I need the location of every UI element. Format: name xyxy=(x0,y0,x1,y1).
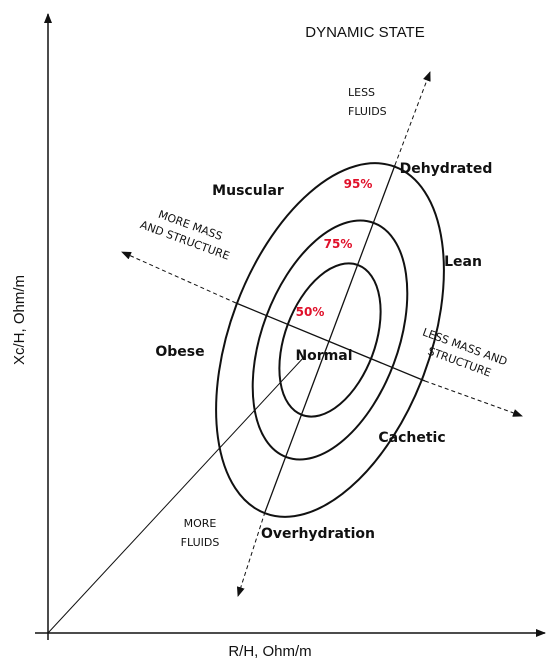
title: DYNAMIC STATE xyxy=(305,24,424,41)
arrow-label: FLUIDS xyxy=(181,536,220,549)
region-label: Dehydrated xyxy=(400,161,493,177)
region-label: Overhydration xyxy=(261,526,375,542)
arrow-less-fluids xyxy=(394,71,431,166)
arrow-label: LESS xyxy=(348,86,375,99)
region-label: Normal xyxy=(295,348,352,364)
arrow-label: MORE xyxy=(184,517,217,530)
major-axis xyxy=(264,164,396,513)
arrow-more-fluids xyxy=(236,511,266,597)
x-axis-label: R/H, Ohm/m xyxy=(228,643,311,660)
pct-label: 95% xyxy=(344,177,373,191)
pct-label: 75% xyxy=(324,237,353,251)
arrow-label: FLUIDS xyxy=(348,105,387,118)
region-label: Lean xyxy=(444,254,482,270)
minor-axis xyxy=(235,302,426,382)
y-axis-label: Xc/H, Ohm/m xyxy=(11,275,28,365)
arrow-less-mass xyxy=(424,380,523,417)
region-label: Cachetic xyxy=(378,430,445,446)
pct-label: 50% xyxy=(296,305,325,319)
vector-line xyxy=(47,355,306,634)
region-label: Muscular xyxy=(212,183,284,199)
region-label: Obese xyxy=(155,344,204,360)
